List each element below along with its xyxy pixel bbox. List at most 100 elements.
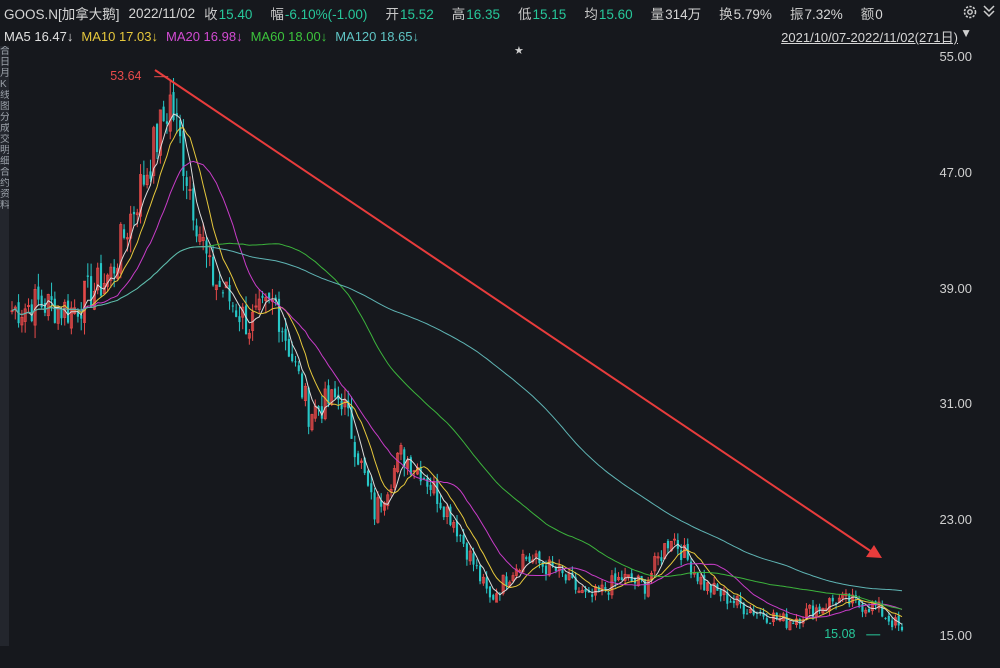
- candle-down: [798, 618, 801, 624]
- candle-down: [666, 540, 670, 549]
- candle-up: [264, 297, 268, 302]
- avg-value: 15.60: [598, 7, 633, 22]
- candle-down: [525, 557, 528, 560]
- low-value: 15.15: [532, 7, 567, 22]
- candle-up: [626, 574, 630, 578]
- left-tab-char[interactable]: 月: [0, 68, 9, 79]
- left-tab-char[interactable]: 合: [0, 167, 9, 178]
- candle-down: [403, 449, 406, 468]
- candle-up: [139, 174, 143, 217]
- candle-down: [429, 484, 432, 490]
- star-icon: ★: [514, 45, 524, 57]
- candle-up: [653, 556, 657, 572]
- left-tab-char[interactable]: 分: [0, 112, 9, 123]
- candle-up: [125, 237, 129, 240]
- candle-up: [214, 284, 218, 290]
- candle-down: [76, 312, 79, 317]
- candle-up: [73, 307, 77, 314]
- candle-down: [182, 130, 185, 177]
- y-tick-label: 47.00: [939, 164, 972, 180]
- chevron-down-icon[interactable]: [982, 3, 996, 19]
- date-range-selector[interactable]: 2021/10/07-2022/11/02(271日): [781, 30, 958, 45]
- candle-down: [426, 478, 429, 487]
- left-tab-char[interactable]: 资: [0, 189, 9, 200]
- candle-down: [261, 295, 264, 298]
- amplitude-label: 振: [789, 7, 804, 22]
- candle-down: [597, 586, 600, 591]
- amount-label: 额: [860, 7, 875, 22]
- candle-up: [386, 494, 390, 507]
- left-tab-char[interactable]: 成: [0, 123, 9, 134]
- candle-down: [442, 506, 445, 518]
- left-tab-char[interactable]: 图: [0, 101, 9, 112]
- candle-down: [419, 466, 422, 482]
- ma20-value: MA20 16.98↓: [165, 28, 243, 44]
- gear-icon[interactable]: [962, 4, 978, 20]
- candle-up: [396, 452, 400, 472]
- candle-up: [399, 445, 403, 455]
- candle-down: [366, 470, 370, 486]
- candle-up: [864, 609, 868, 614]
- candle-up: [92, 291, 96, 310]
- ma5-value: MA5 16.47↓: [4, 28, 74, 44]
- candle-down: [172, 92, 175, 120]
- quote-date: 2022/11/02: [128, 5, 196, 21]
- close-label: 收: [204, 7, 218, 22]
- candle-down: [607, 592, 610, 595]
- candle-up: [495, 593, 499, 603]
- y-tick-label: 15.00: [939, 628, 972, 643]
- candle-down: [732, 600, 735, 604]
- candle-down: [373, 492, 376, 520]
- left-tab-char[interactable]: 料: [0, 200, 9, 211]
- candle-up: [27, 305, 30, 307]
- candle-down: [475, 565, 478, 567]
- amount-value: 0: [875, 7, 883, 22]
- candle-down: [574, 577, 577, 590]
- amplitude-value: 7.32%: [804, 7, 843, 22]
- candle-up: [392, 468, 396, 488]
- open-label: 开: [385, 7, 399, 22]
- left-tab-char[interactable]: K: [0, 79, 7, 90]
- range-dropdown-icon[interactable]: ▼: [960, 26, 972, 40]
- candle-down: [680, 550, 683, 561]
- candle-down: [297, 365, 300, 372]
- left-tab-char[interactable]: 交: [0, 134, 9, 145]
- left-tab-char[interactable]: 明: [0, 145, 9, 156]
- candle-up: [208, 255, 212, 258]
- candle-up: [851, 594, 855, 604]
- candle-down: [192, 188, 195, 221]
- candle-down: [897, 615, 900, 626]
- candle-down: [30, 304, 33, 322]
- candle-down: [165, 121, 168, 124]
- candle-down: [40, 295, 43, 308]
- candle-down: [485, 577, 488, 589]
- candle-down: [50, 296, 53, 300]
- candle-up: [511, 575, 515, 582]
- left-tab-char[interactable]: 合: [0, 46, 9, 57]
- candle-down: [439, 502, 442, 509]
- left-tab-char[interactable]: 线: [0, 90, 9, 101]
- candle-up: [69, 307, 73, 329]
- left-tab-char[interactable]: 日: [0, 57, 9, 68]
- candle-down: [729, 601, 732, 603]
- candle-down: [363, 457, 366, 474]
- candle-down: [244, 305, 248, 335]
- volume-value: 314万: [665, 7, 702, 22]
- candle-up: [577, 590, 581, 593]
- candle-down: [123, 229, 126, 238]
- left-tab-char[interactable]: 约: [0, 178, 9, 189]
- candle-up: [303, 385, 307, 401]
- candle-down: [643, 579, 646, 594]
- candle-down: [353, 442, 356, 458]
- left-tab-char[interactable]: 细: [0, 156, 9, 167]
- candle-up: [201, 237, 205, 242]
- candle-down: [660, 557, 663, 561]
- candle-up: [567, 573, 571, 580]
- candle-down: [99, 263, 103, 296]
- candle-down: [900, 626, 904, 631]
- candle-down: [221, 292, 225, 294]
- candle-up: [310, 414, 314, 431]
- candle-down: [544, 565, 548, 575]
